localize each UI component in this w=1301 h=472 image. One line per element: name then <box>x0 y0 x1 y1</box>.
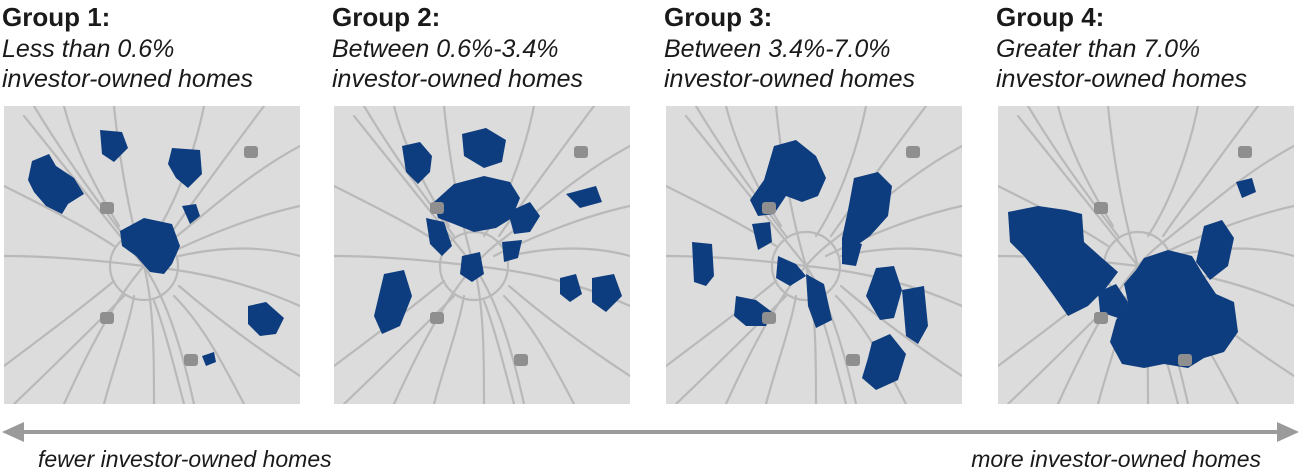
investor-area <box>566 186 602 208</box>
group-title: Group 1: <box>2 2 111 32</box>
interstate-75-shield <box>1178 354 1192 366</box>
interstate-285-shield <box>762 312 776 324</box>
interstate-85-shield <box>244 146 258 158</box>
interstate-20-shield <box>100 202 114 214</box>
group-range: Between 3.4%-7.0% <box>664 35 891 63</box>
interstate-20-shield <box>762 202 776 214</box>
group-title: Group 4: <box>996 2 1105 32</box>
investor-area <box>120 218 180 274</box>
arrow-left-head <box>2 422 24 442</box>
group-range: Less than 0.6% <box>2 35 175 63</box>
interstate-shields <box>100 146 258 366</box>
investor-area <box>168 148 202 188</box>
investor-area <box>806 274 832 328</box>
investor-area <box>460 252 484 282</box>
investor-area <box>402 142 432 184</box>
investor-area <box>842 172 892 246</box>
map-group-2 <box>334 106 630 404</box>
investor-area <box>862 334 906 390</box>
interstate-75-shield <box>846 354 860 366</box>
investor-area <box>902 286 928 344</box>
investor-area <box>1196 220 1234 280</box>
interstate-75-shield <box>514 354 528 366</box>
investor-area <box>426 218 452 256</box>
investor-area <box>560 274 582 302</box>
interstate-85-shield <box>1238 146 1252 158</box>
investor-area <box>592 274 622 312</box>
investor-area <box>182 204 200 224</box>
interstate-75-shield <box>184 354 198 366</box>
investor-area <box>752 222 772 250</box>
group-range: Between 0.6%-3.4% <box>332 35 559 63</box>
investor-area <box>502 240 522 262</box>
investor-area <box>1008 206 1118 316</box>
investor-area <box>750 140 826 216</box>
map-group-4 <box>998 106 1294 404</box>
interstate-285-shield <box>1094 312 1108 324</box>
group-subtitle: investor-owned homes <box>332 65 584 93</box>
map-group-3 <box>666 106 962 404</box>
scale-arrow <box>2 422 1299 442</box>
investor-area <box>100 130 128 162</box>
map-group-1 <box>4 106 300 404</box>
investor-area <box>1110 250 1238 368</box>
interstate-shields <box>430 146 588 366</box>
arrow-right-head <box>1277 422 1299 442</box>
investor-area <box>842 238 862 266</box>
interstate-85-shield <box>906 146 920 158</box>
interstate-85-shield <box>574 146 588 158</box>
interstate-285-shield <box>430 312 444 324</box>
interstate-285-shield <box>100 312 114 324</box>
investor-area <box>28 154 84 214</box>
interstate-shields <box>762 146 920 366</box>
investor-area <box>462 128 506 168</box>
group-description: Less than 0.6% investor-owned homes <box>2 34 253 94</box>
investor-area <box>1098 284 1128 318</box>
group-subtitle: investor-owned homes <box>2 65 254 93</box>
interstate-20-shield <box>430 202 444 214</box>
group-range: Greater than 7.0% <box>996 35 1201 63</box>
investor-area <box>866 266 902 320</box>
interstate-20-shield <box>1094 202 1108 214</box>
investor-area <box>1236 178 1256 198</box>
group-description: Between 3.4%-7.0% investor-owned homes <box>664 34 915 94</box>
scale-label-right: more investor-owned homes <box>971 446 1261 472</box>
group-title: Group 2: <box>332 2 441 32</box>
interstate-shields <box>1094 146 1252 366</box>
group-subtitle: investor-owned homes <box>664 65 916 93</box>
investor-area <box>202 352 216 366</box>
group-description: Between 0.6%-3.4% investor-owned homes <box>332 34 583 94</box>
group-description: Greater than 7.0% investor-owned homes <box>996 34 1247 94</box>
group-title: Group 3: <box>664 2 773 32</box>
investor-area <box>434 176 520 232</box>
scale-label-left: fewer investor-owned homes <box>38 446 332 472</box>
investor-area <box>776 256 806 286</box>
investor-area <box>508 202 540 234</box>
investor-area <box>248 302 284 336</box>
group-subtitle: investor-owned homes <box>996 65 1248 93</box>
investor-area <box>692 242 714 286</box>
investor-area <box>374 270 412 334</box>
